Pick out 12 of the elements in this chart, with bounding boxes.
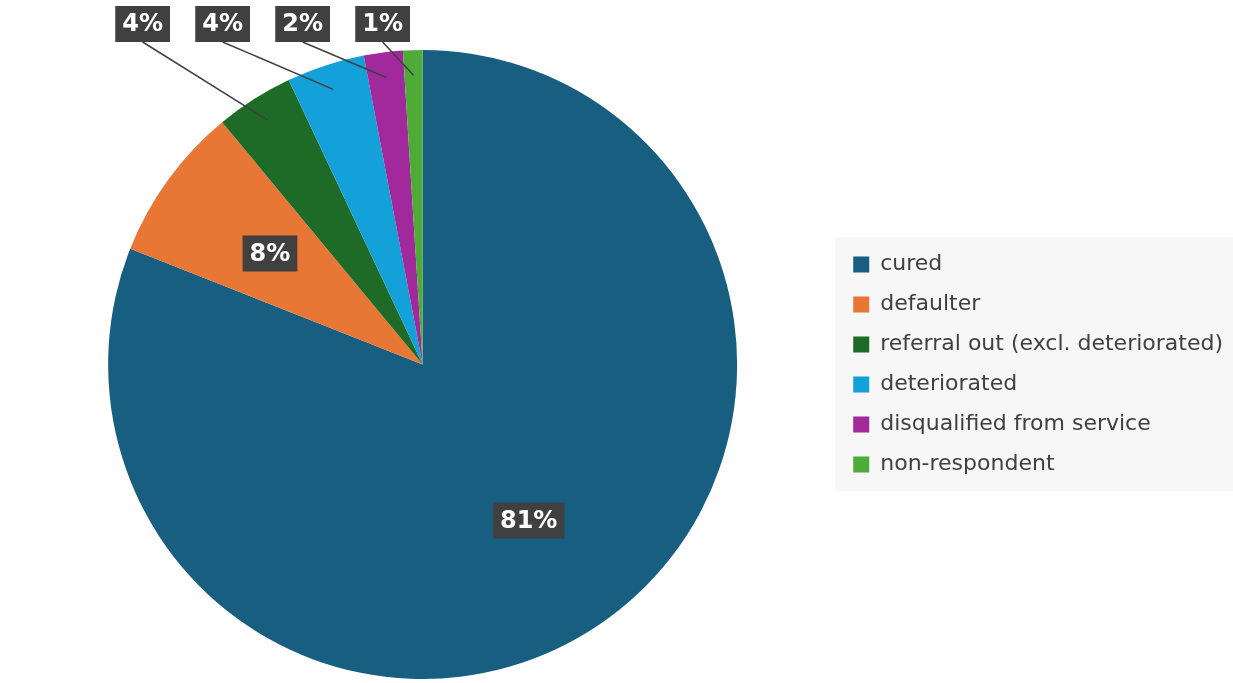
data-label: 2% [282,9,323,38]
legend-label: deteriorated [880,370,1018,396]
data-label: 4% [202,9,243,38]
legend-label: disqualified from service [880,410,1151,436]
data-label: 81% [499,505,558,534]
legend-label: cured [880,250,943,276]
legend-label: defaulter [880,290,982,316]
data-label: 8% [249,238,291,267]
legend-label: non-respondent [880,450,1055,476]
data-label: 1% [362,9,403,38]
data-label: 4% [122,9,163,38]
legend-label: referral out (excl. deteriorated) [880,330,1223,356]
